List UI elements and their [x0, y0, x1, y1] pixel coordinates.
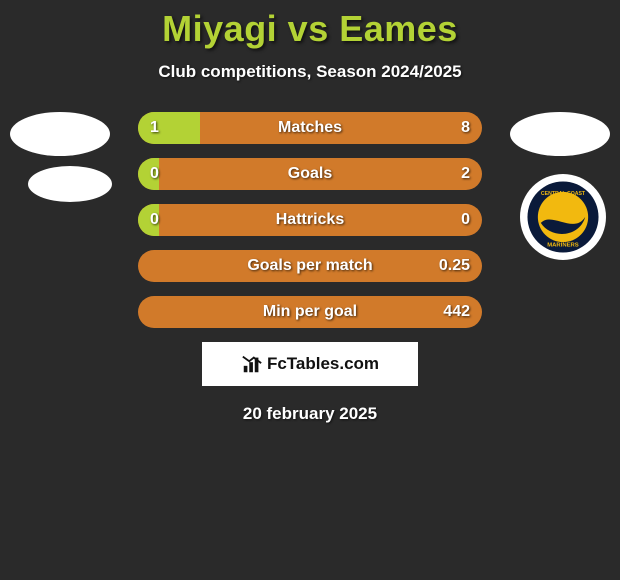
stat-bars: 1Matches8 0Goals2 0Hattricks0 Goals per mat… — [138, 112, 482, 328]
stat-bar-right — [138, 204, 482, 236]
stat-bar-left — [138, 112, 200, 144]
svg-text:CENTRAL COAST: CENTRAL COAST — [541, 191, 586, 197]
svg-text:MARINERS: MARINERS — [547, 243, 579, 249]
stat-row: 0Hattricks0 — [138, 204, 482, 236]
stat-value-right: 0 — [461, 204, 470, 236]
stat-value-right: 8 — [461, 112, 470, 144]
stat-row: Goals per match0.25 — [138, 250, 482, 282]
brand-box[interactable]: FcTables.com — [202, 342, 418, 386]
club-badge-icon: CENTRAL COAST MARINERS — [526, 180, 600, 254]
page-title: Miyagi vs Eames — [0, 0, 620, 50]
player-left-avatar — [10, 112, 110, 156]
stat-value-right: 0.25 — [439, 250, 470, 282]
player-right-avatar — [510, 112, 610, 156]
player-left-avatar-2 — [28, 166, 112, 202]
stat-value-right: 2 — [461, 158, 470, 190]
stat-value-right: 442 — [443, 296, 470, 328]
chart-area: CENTRAL COAST MARINERS 1Matches80Goals20… — [0, 112, 620, 424]
brand-label: FcTables.com — [267, 354, 379, 374]
stat-row: 0Goals2 — [138, 158, 482, 190]
stat-row: Min per goal442 — [138, 296, 482, 328]
date-label: 20 february 2025 — [0, 404, 620, 424]
stat-bar-right — [138, 250, 482, 282]
stat-value-left: 0 — [150, 204, 159, 236]
bar-chart-icon — [241, 353, 263, 375]
stat-value-left: 1 — [150, 112, 159, 144]
club-badge: CENTRAL COAST MARINERS — [520, 174, 606, 260]
subtitle: Club competitions, Season 2024/2025 — [0, 62, 620, 82]
stat-bar-right — [138, 158, 482, 190]
stat-row: 1Matches8 — [138, 112, 482, 144]
stat-bar-right — [138, 296, 482, 328]
stat-value-left: 0 — [150, 158, 159, 190]
